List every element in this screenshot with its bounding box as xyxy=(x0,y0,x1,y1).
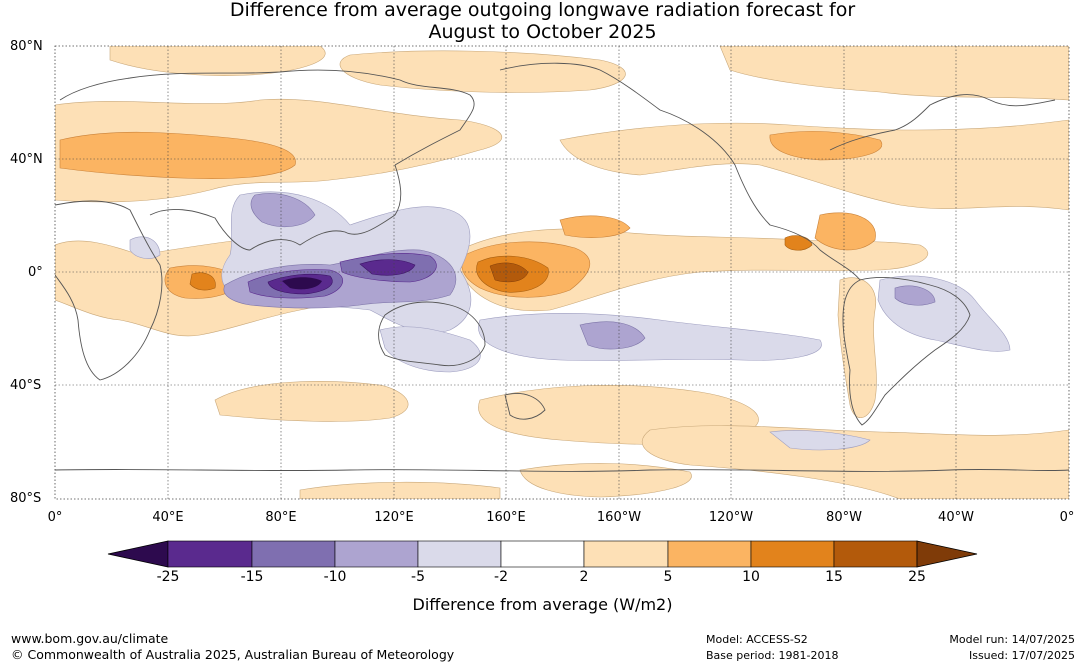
footer-model: Model: ACCESS-S2 xyxy=(706,633,808,646)
colorbar-tick-label: 5 xyxy=(663,569,673,585)
lon-label: 80°E xyxy=(265,510,297,525)
anomaly-region xyxy=(59,131,296,179)
anomaly-region xyxy=(769,131,883,161)
footer-website: www.bom.gov.au/climate xyxy=(11,631,169,646)
colorbar-tick-label: -25 xyxy=(156,569,180,585)
colorbar-bin xyxy=(251,540,336,568)
colorbar-tick-label: 15 xyxy=(825,569,843,585)
anomaly-region xyxy=(339,50,626,93)
lon-label: 0° xyxy=(47,510,63,525)
anomaly-region xyxy=(478,312,822,361)
lon-label: 80°W xyxy=(826,510,862,525)
colorbar-bin xyxy=(167,540,253,568)
anomaly-region xyxy=(109,46,326,76)
anomaly-region xyxy=(189,272,216,291)
colorbar-arrow-low xyxy=(107,540,169,568)
colorbar-tick-label: 2 xyxy=(579,569,589,585)
colorbar-bin xyxy=(500,540,585,568)
lat-label: 80°N xyxy=(10,39,43,54)
footer-issued: Issued: 17/07/2025 xyxy=(968,649,1075,662)
anomaly-fields xyxy=(55,46,1069,499)
anomaly-region xyxy=(250,193,316,228)
colorbar-tick-label: -2 xyxy=(494,569,508,585)
lon-label: 40°W xyxy=(938,510,974,525)
anomaly-region xyxy=(769,430,871,451)
anomaly-region xyxy=(359,259,416,276)
map-title-line1: Difference from average outgoing longwav… xyxy=(229,0,856,21)
colorbar-tick-label: -15 xyxy=(240,569,264,585)
lon-label: 160°W xyxy=(596,510,642,525)
colorbar-title: Difference from average (W/m2) xyxy=(412,595,673,614)
lat-label: 80°S xyxy=(10,491,42,506)
map-title-line2: August to October 2025 xyxy=(428,21,657,43)
colorbar-bin xyxy=(833,540,918,568)
colorbar-tick-label: 10 xyxy=(742,569,760,585)
footer-copyright: © Commonwealth of Australia 2025, Austra… xyxy=(11,647,455,662)
lon-label: 40°E xyxy=(152,510,184,525)
anomaly-region xyxy=(814,212,876,251)
colorbar-arrow-high xyxy=(916,540,978,568)
colorbar-tick-label: 25 xyxy=(908,569,926,585)
anomaly-region xyxy=(299,481,501,499)
coastlines xyxy=(55,62,1069,472)
colorbar-bin xyxy=(750,540,835,568)
colorbar-tick-label: -5 xyxy=(411,569,425,585)
lat-label: 40°S xyxy=(10,378,42,393)
anomaly-region xyxy=(641,425,1069,499)
colorbar-bin xyxy=(417,540,502,568)
lon-label: 0° xyxy=(1059,510,1075,525)
anomaly-region xyxy=(894,285,936,306)
colorbar-bin xyxy=(583,540,669,568)
anomaly-region xyxy=(719,46,1069,101)
footer-base-period: Base period: 1981-2018 xyxy=(706,649,839,662)
colorbar-bin xyxy=(667,540,752,568)
anomaly-region xyxy=(519,463,692,498)
lat-label: 40°N xyxy=(10,152,43,167)
anomaly-region xyxy=(559,119,1069,211)
anomaly-region xyxy=(559,215,631,238)
graticule xyxy=(55,46,1069,499)
colorbar xyxy=(107,540,978,568)
anomaly-region xyxy=(282,277,322,290)
lon-label: 120°E xyxy=(374,510,414,525)
lon-label: 120°W xyxy=(708,510,754,525)
colorbar-tick-label: -10 xyxy=(323,569,347,585)
colorbar-bin xyxy=(334,540,419,568)
lon-label: 160°E xyxy=(486,510,526,525)
anomaly-region xyxy=(784,235,813,251)
map-frame xyxy=(54,45,1070,500)
lat-label: 0° xyxy=(28,265,43,280)
footer-model-run: Model run: 14/07/2025 xyxy=(949,633,1075,646)
anomaly-region xyxy=(579,321,646,350)
anomaly-region xyxy=(214,381,409,422)
